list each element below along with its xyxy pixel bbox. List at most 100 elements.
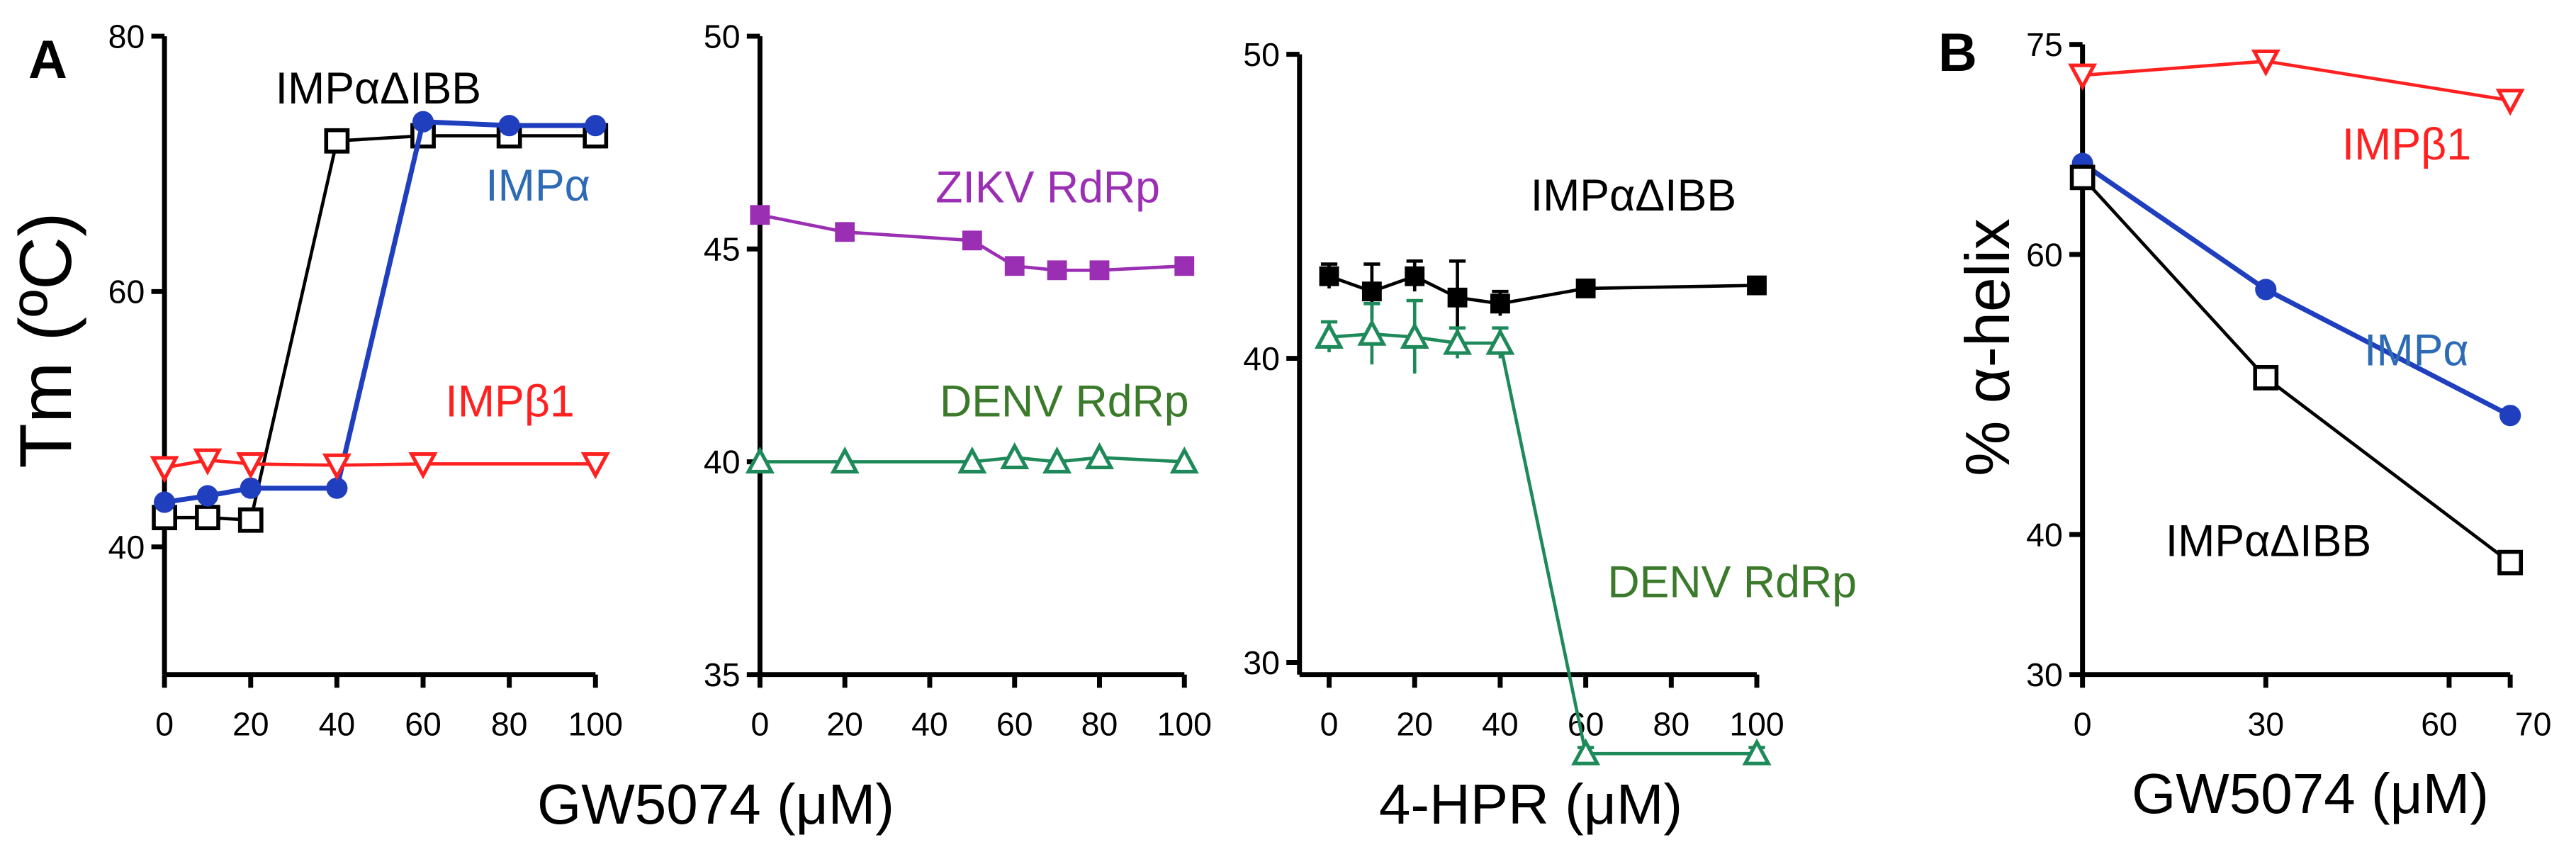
x-tick-label: 0 xyxy=(2074,706,2092,743)
data-point-impalphadeltaibb xyxy=(1319,266,1339,286)
series-line xyxy=(1329,332,1757,756)
data-point-impalpha xyxy=(2499,405,2521,427)
chart-panel-b: 0 30 60 70 30 40 60 75 IMPβ1 IMPα IMPαΔIBB xyxy=(2026,26,2551,743)
data-point-zikv-rdrp xyxy=(1047,260,1067,281)
y-tick-label: 75 xyxy=(2026,26,2063,63)
series-label-denv-rdrp: DENV RdRp xyxy=(940,376,1189,426)
series-label-impalpha: IMPα xyxy=(485,161,590,211)
data-point-impalphadeltaibb xyxy=(2497,549,2524,576)
y-tick-label: 45 xyxy=(704,231,741,268)
series-zikv-rdrp xyxy=(750,205,1195,281)
data-point-denv-rdrp xyxy=(830,446,860,473)
data-point-zikv-rdrp xyxy=(835,222,855,242)
x-tick-label: 60 xyxy=(405,706,441,743)
data-point-impalphadeltaibb xyxy=(1490,293,1510,314)
series-impalphadeltaibb xyxy=(2069,164,2524,576)
series-label-impalphadeltaibb: IMPαΔIBB xyxy=(276,64,481,113)
data-point-impalpha xyxy=(2255,279,2277,301)
data-point-impbeta1 xyxy=(322,453,351,481)
series-label-impalphadeltaibb: IMPαΔIBB xyxy=(2166,517,2371,566)
series-impalphadeltaibb xyxy=(1319,259,1767,335)
y-tick-label: 50 xyxy=(1243,36,1280,73)
series-label-impbeta1: IMPβ1 xyxy=(445,376,574,426)
data-point-impalphadeltaibb xyxy=(1575,278,1596,298)
data-point-denv-rdrp xyxy=(1443,327,1473,355)
data-point-denv-rdrp xyxy=(1742,738,1772,766)
data-point-denv-rdrp xyxy=(1485,327,1515,355)
data-point-impalpha xyxy=(154,491,176,513)
data-point-denv-rdrp xyxy=(1042,446,1072,473)
data-point-zikv-rdrp xyxy=(1004,256,1025,276)
y-tick-label: 80 xyxy=(108,18,145,55)
x-axis-label-gw5074-b: GW5074 (μM) xyxy=(2132,762,2489,825)
y-axis-label-helix: % α-helix xyxy=(1952,218,2023,476)
y-tick-label: 40 xyxy=(2026,516,2063,553)
series-impalpha xyxy=(2071,152,2521,427)
x-tick-label: 0 xyxy=(1320,706,1339,743)
data-point-denv-rdrp xyxy=(1000,442,1030,469)
y-tick-label: 40 xyxy=(1243,340,1280,377)
x-tick-label: 20 xyxy=(232,706,269,743)
x-tick-label: 40 xyxy=(319,706,356,743)
x-axis-label-gw5074-a: GW5074 (μM) xyxy=(537,773,894,836)
series-denv-rdrp xyxy=(745,442,1199,473)
series-line xyxy=(1328,274,1757,306)
data-point-denv-rdrp xyxy=(745,446,775,473)
data-point-impbeta1 xyxy=(580,452,610,480)
x-tick-label: 80 xyxy=(491,706,528,743)
data-point-impalpha xyxy=(196,485,219,507)
x-tick-label: 40 xyxy=(1482,706,1519,743)
data-point-denv-rdrp xyxy=(1084,442,1115,469)
data-point-impalpha xyxy=(240,477,261,499)
data-point-impalpha xyxy=(585,115,607,137)
x-tick-label: 20 xyxy=(826,706,863,743)
data-point-zikv-rdrp xyxy=(1174,256,1195,276)
x-tick-label: 30 xyxy=(2247,706,2284,743)
y-tick-label: 35 xyxy=(704,656,741,693)
data-point-impbeta1 xyxy=(2068,63,2098,91)
x-tick-label: 60 xyxy=(2421,706,2458,743)
data-point-impalphadeltaibb xyxy=(324,128,350,154)
data-point-impalphadeltaibb xyxy=(2069,164,2096,191)
data-point-denv-rdrp xyxy=(1169,446,1199,473)
y-tick-label: 30 xyxy=(1243,644,1280,681)
x-tick-label: 100 xyxy=(1157,706,1212,743)
data-point-zikv-rdrp xyxy=(962,230,982,251)
data-point-impalphadeltaibb xyxy=(1361,281,1382,302)
panel-label-b: B xyxy=(1938,23,1977,83)
x-tick-label: 80 xyxy=(1653,706,1690,743)
data-point-impbeta1 xyxy=(193,448,223,476)
x-tick-label: 60 xyxy=(996,706,1033,743)
data-point-impbeta1 xyxy=(2251,49,2280,77)
data-point-impalphadeltaibb xyxy=(1447,287,1468,308)
data-point-denv-rdrp xyxy=(1400,321,1429,349)
x-tick-label: 100 xyxy=(568,706,623,743)
y-axis-label-tm: Tm (ºC) xyxy=(5,212,87,468)
y-tick-label: 60 xyxy=(108,274,145,310)
data-point-impbeta1 xyxy=(2495,89,2525,116)
series-label-impalphadeltaibb: IMPαΔIBB xyxy=(1531,171,1736,220)
data-point-impalphadeltaibb xyxy=(195,505,220,531)
data-point-impalphadeltaibb xyxy=(237,507,264,533)
series-line xyxy=(164,458,596,470)
series-denv-rdrp xyxy=(1315,298,1772,766)
x-tick-label: 100 xyxy=(1729,706,1784,743)
data-point-denv-rdrp xyxy=(1571,738,1601,766)
data-point-denv-rdrp xyxy=(1315,321,1344,349)
series-label-impalpha: IMPα xyxy=(2364,325,2469,375)
data-point-zikv-rdrp xyxy=(750,205,770,225)
data-point-impalpha xyxy=(412,111,434,133)
x-tick-label: 0 xyxy=(750,706,769,743)
data-point-impalphadeltaibb xyxy=(1405,266,1425,286)
chart-panel-a2: 0 20 40 60 80 100 35 40 45 50 ZIKV RdRp DENV RdRp xyxy=(704,18,1212,742)
data-point-denv-rdrp xyxy=(1357,318,1387,346)
data-point-impalphadeltaibb xyxy=(2253,364,2279,391)
data-point-impalpha xyxy=(498,115,520,137)
data-point-impbeta1 xyxy=(150,456,179,483)
x-tick-label: 60 xyxy=(1568,706,1604,743)
y-tick-label: 60 xyxy=(2026,236,2063,273)
x-tick-label: 0 xyxy=(155,706,174,743)
series-label-impbeta1: IMPβ1 xyxy=(2342,120,2471,169)
